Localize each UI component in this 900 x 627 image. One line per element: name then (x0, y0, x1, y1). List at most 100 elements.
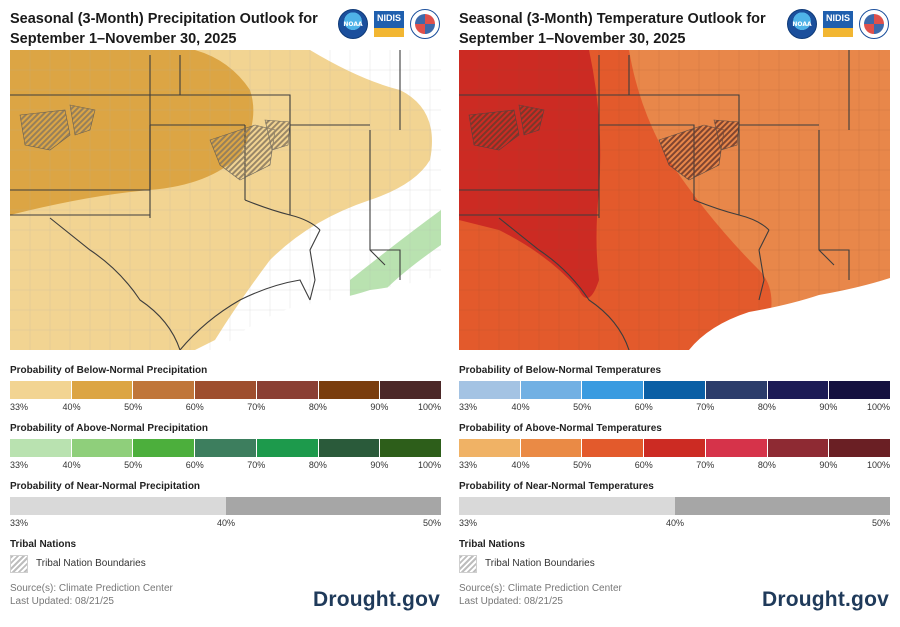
precip-above-swatch (10, 439, 72, 457)
temp-near-colorbar (459, 497, 890, 515)
precip-above-tick-label: 40% (62, 460, 81, 470)
temp-below-swatch (582, 381, 645, 399)
temp-tribal-label: Tribal Nation Boundaries (485, 558, 595, 569)
precip-below-tick-label: 90% (370, 402, 389, 412)
precip-near-tick-label: 40% (216, 518, 236, 528)
noaa-logo-icon: NOAA (338, 9, 368, 39)
precip-below-swatch (10, 381, 72, 399)
precip-above-tick-label: 70% (247, 460, 266, 470)
precip-below-swatch (195, 381, 257, 399)
precip-below-tick-label: 80% (308, 402, 327, 412)
nidis-logo-icon: NIDIS (374, 11, 404, 37)
temp-above-swatch (829, 439, 891, 457)
temp-tribal-area-nm-2 (518, 104, 545, 136)
temp-above-tick-label: 50% (573, 460, 592, 470)
temp-below-swatch (459, 381, 521, 399)
precip-near-tick-label: 50% (422, 518, 441, 528)
nws-logo-icon (410, 9, 440, 39)
gulf-water (689, 278, 890, 350)
temp-above-legend-title: Probability of Above-Normal Temperatures (459, 423, 662, 434)
nws-logo-icon (859, 9, 889, 39)
precip-title: Seasonal (3-Month) Precipitation Outlook… (10, 9, 340, 49)
precip-title-line2: September 1–November 30, 2025 (10, 31, 237, 47)
temp-above-tick-label: 100% (866, 460, 890, 470)
precip-source-text: Source(s): Climate Prediction Center (10, 583, 173, 594)
nidis-logo-icon: NIDIS (823, 11, 853, 37)
temp-title-line1: Seasonal (3-Month) Temperature Outlook f… (459, 11, 766, 27)
precip-above-tick-label: 50% (124, 460, 143, 470)
precip-below-tick-label: 100% (417, 402, 441, 412)
precip-tribal-area-ok-2 (264, 119, 291, 151)
temp-above-tick-label: 33% (459, 460, 478, 470)
precip-below-tick-label: 70% (247, 402, 266, 412)
precip-near-tick-label: 33% (10, 518, 29, 528)
temp-tribal-area-ok-2 (713, 119, 740, 151)
temp-above-swatch (705, 439, 768, 457)
precip-below-tick-label: 50% (124, 402, 143, 412)
temp-title: Seasonal (3-Month) Temperature Outlook f… (459, 9, 789, 49)
temp-tribal-area-nm (468, 109, 520, 151)
temp-outlook-map[interactable] (459, 50, 890, 350)
precip-below-ticks: 33% 40% 50% 60% 70% 80% 90% 100% (10, 402, 441, 414)
precip-below-40-region (10, 50, 254, 215)
temp-below-tick-label: 33% (459, 402, 478, 412)
precip-above-tick-label: 80% (308, 460, 327, 470)
precip-below-swatch (133, 381, 196, 399)
temp-below-tick-label: 40% (511, 402, 530, 412)
precip-near-ticks: 33% 40% 50% (10, 518, 441, 530)
temp-source-text: Source(s): Climate Prediction Center (459, 583, 622, 594)
precip-tribal-title: Tribal Nations (10, 539, 77, 550)
precip-below-colorbar (10, 381, 442, 399)
gulf-water (220, 275, 441, 350)
temp-drought-gov-brand[interactable]: Drought.gov (761, 588, 889, 611)
precip-above-swatch (71, 439, 134, 457)
temp-source: Source(s): Climate Prediction Center Las… (459, 582, 622, 608)
precip-below-tick-label: 60% (185, 402, 204, 412)
temp-above-swatch (459, 439, 521, 457)
temp-below-tick-label: 100% (866, 402, 890, 412)
temp-above-swatch (520, 439, 583, 457)
temp-above-swatch (767, 439, 830, 457)
temp-title-line2: September 1–November 30, 2025 (459, 31, 686, 47)
precip-tribal-area-nm-2 (69, 104, 96, 136)
tribal-hatch-swatch-icon (10, 555, 28, 573)
precip-below-legend-title: Probability of Below-Normal Precipitatio… (10, 365, 208, 376)
temp-updated-text: Last Updated: 08/21/25 (459, 596, 563, 607)
precip-tribal-label: Tribal Nation Boundaries (36, 558, 146, 569)
temp-below-legend-title: Probability of Below-Normal Temperatures (459, 365, 662, 376)
precip-above-tick-label: 90% (370, 460, 389, 470)
temp-below-tick-label: 80% (757, 402, 776, 412)
temp-near-tick-label: 33% (459, 518, 478, 528)
temp-near-legend-title: Probability of Near-Normal Temperatures (459, 481, 654, 492)
precip-above-33-region (350, 210, 441, 302)
precip-above-swatch (318, 439, 381, 457)
temp-above-colorbar (459, 439, 891, 457)
temp-above-tick-label: 60% (634, 460, 653, 470)
agency-logos: NOAA NIDIS (338, 9, 440, 39)
temp-tribal-area-ok (658, 124, 725, 181)
temp-above-tick-label: 70% (696, 460, 715, 470)
temp-below-ticks: 33% 40% 50% 60% 70% 80% 90% 100% (459, 402, 890, 414)
precipitation-panel: Seasonal (3-Month) Precipitation Outlook… (0, 0, 442, 627)
temp-below-swatch (767, 381, 830, 399)
precip-above-ticks: 33% 40% 50% 60% 70% 80% 90% 100% (10, 460, 441, 472)
temp-above-swatch (644, 439, 706, 457)
temp-above-tick-label: 90% (819, 460, 838, 470)
precip-tribal-area-nm (19, 109, 71, 151)
temp-below-tick-label: 60% (634, 402, 653, 412)
precip-above-tick-label: 33% (10, 460, 29, 470)
temp-below-swatch (705, 381, 768, 399)
precip-above-tick-label: 100% (417, 460, 441, 470)
temp-near-tick-label: 40% (665, 518, 685, 528)
tribal-hatch-swatch-icon (459, 555, 477, 573)
precip-above-colorbar (10, 439, 442, 457)
temp-near-tick-label: 50% (871, 518, 890, 528)
precip-above-swatch (195, 439, 257, 457)
precip-above-swatch (133, 439, 196, 457)
precip-above-tick-label: 60% (185, 460, 204, 470)
precip-outlook-map[interactable] (10, 50, 441, 350)
temp-near-ticks: 33% 40% 50% (459, 518, 890, 530)
temp-above-tick-label: 80% (757, 460, 776, 470)
precip-drought-gov-brand[interactable]: Drought.gov (312, 588, 440, 611)
precip-below-swatch (71, 381, 134, 399)
